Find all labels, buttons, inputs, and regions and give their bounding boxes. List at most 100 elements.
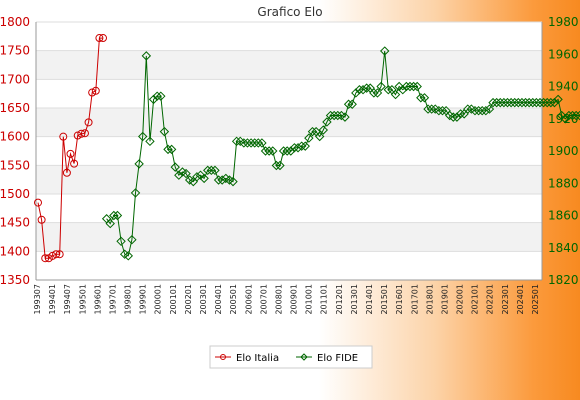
data-point bbox=[59, 132, 68, 141]
y-right-tick-label: 1820 bbox=[548, 273, 579, 287]
data-point bbox=[538, 97, 549, 108]
y-left-tick-label: 1550 bbox=[0, 158, 30, 172]
x-tick-label: 200401 bbox=[214, 284, 223, 315]
data-point bbox=[419, 93, 430, 103]
x-tick-label: 199701 bbox=[108, 284, 117, 315]
data-point bbox=[398, 85, 408, 95]
data-point bbox=[88, 88, 97, 97]
data-point bbox=[307, 126, 318, 137]
y-right-tick-label: 1960 bbox=[548, 47, 579, 61]
data-point bbox=[481, 105, 491, 116]
data-point bbox=[452, 112, 462, 122]
data-point bbox=[242, 138, 253, 148]
data-point bbox=[408, 81, 419, 92]
data-point bbox=[228, 176, 238, 187]
data-point bbox=[246, 138, 256, 148]
x-tick-label: 202401 bbox=[516, 284, 525, 315]
data-point bbox=[275, 160, 285, 171]
data-point bbox=[293, 143, 303, 153]
data-point bbox=[80, 129, 89, 138]
x-tick-label: 202001 bbox=[456, 284, 465, 315]
data-point bbox=[253, 138, 264, 148]
data-point bbox=[166, 144, 177, 155]
data-point bbox=[156, 91, 166, 101]
x-tick-label: 199801 bbox=[124, 284, 133, 315]
data-point bbox=[304, 133, 314, 143]
data-point bbox=[116, 236, 126, 247]
data-point bbox=[271, 160, 282, 171]
chart-title: Grafico Elo bbox=[257, 5, 322, 19]
data-point bbox=[257, 138, 267, 148]
data-point bbox=[549, 97, 560, 108]
y-left-tick-label: 1400 bbox=[0, 244, 30, 258]
data-point bbox=[513, 97, 524, 108]
data-point bbox=[455, 109, 466, 119]
data-point bbox=[322, 117, 332, 127]
x-tick-label: 199501 bbox=[78, 284, 87, 315]
data-point bbox=[426, 104, 437, 114]
x-tick-label: 200801 bbox=[274, 284, 283, 315]
data-point bbox=[41, 254, 50, 263]
data-point bbox=[217, 175, 227, 185]
y-left-tick-label: 1700 bbox=[0, 72, 30, 86]
data-point bbox=[264, 146, 274, 156]
data-point bbox=[239, 138, 249, 148]
x-tick-label: 200001 bbox=[154, 284, 163, 315]
data-point bbox=[401, 81, 412, 92]
data-point bbox=[369, 88, 379, 98]
y-left-tick-label: 1650 bbox=[0, 101, 30, 115]
data-point bbox=[484, 104, 495, 114]
data-point bbox=[376, 81, 386, 92]
x-tick-label: 201401 bbox=[365, 284, 374, 315]
data-point bbox=[379, 46, 390, 56]
y-right-tick-label: 1840 bbox=[548, 241, 579, 255]
data-point bbox=[506, 97, 516, 108]
x-tick-label: 201501 bbox=[380, 284, 389, 315]
grid-band bbox=[36, 251, 542, 280]
data-point bbox=[66, 149, 75, 158]
data-point bbox=[127, 234, 137, 245]
data-point bbox=[278, 146, 289, 156]
x-tick-label: 200601 bbox=[244, 284, 253, 315]
data-point bbox=[571, 110, 580, 121]
data-point bbox=[314, 131, 325, 142]
x-tick-label: 201801 bbox=[425, 284, 434, 315]
data-point bbox=[383, 85, 394, 95]
data-point bbox=[99, 34, 108, 43]
x-tick-label: 202201 bbox=[486, 284, 495, 315]
data-point bbox=[372, 88, 383, 98]
y-left-tick-label: 1750 bbox=[0, 44, 30, 58]
data-point bbox=[206, 165, 217, 176]
grid-band bbox=[36, 222, 542, 252]
data-point bbox=[55, 250, 64, 259]
data-point bbox=[517, 97, 527, 108]
data-point bbox=[123, 251, 133, 261]
data-point bbox=[296, 141, 307, 151]
data-point bbox=[390, 89, 401, 100]
y-right-tick-label: 1880 bbox=[548, 176, 579, 190]
data-point bbox=[289, 143, 300, 153]
data-point bbox=[463, 104, 473, 114]
data-point bbox=[148, 94, 159, 105]
data-point bbox=[520, 97, 531, 108]
data-point bbox=[495, 97, 505, 108]
data-point bbox=[145, 136, 155, 147]
data-point bbox=[542, 97, 552, 108]
data-point bbox=[358, 85, 368, 95]
y-right-tick-label: 1860 bbox=[548, 209, 579, 223]
data-point bbox=[70, 159, 79, 168]
data-point bbox=[473, 105, 484, 116]
data-point bbox=[333, 110, 343, 121]
x-tick-label: 202501 bbox=[531, 284, 540, 315]
data-point bbox=[535, 97, 545, 108]
data-point bbox=[491, 97, 502, 108]
data-point bbox=[231, 136, 242, 147]
x-tick-label: 200701 bbox=[259, 284, 268, 315]
data-point bbox=[170, 162, 180, 172]
x-tick-label: 199901 bbox=[139, 284, 148, 315]
data-point bbox=[325, 110, 336, 121]
data-point bbox=[412, 81, 422, 92]
data-point bbox=[477, 105, 487, 116]
